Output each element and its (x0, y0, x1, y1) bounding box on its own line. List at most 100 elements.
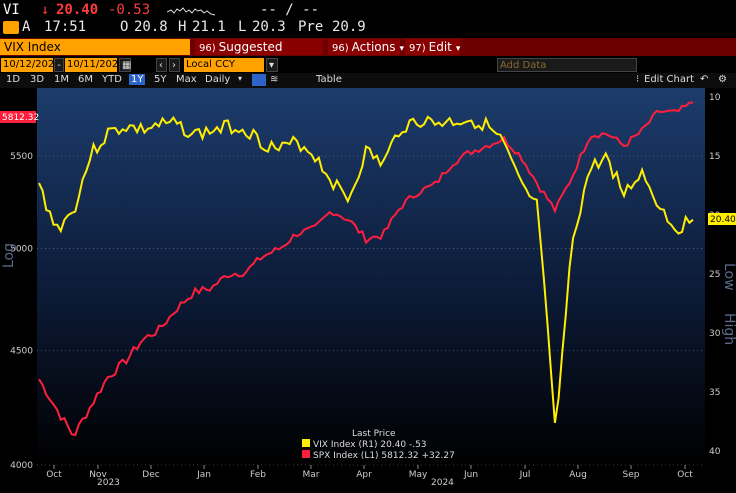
frequency-select[interactable]: Daily (205, 74, 231, 85)
row2-a: A (22, 19, 31, 35)
currency-select[interactable]: Local CCY (184, 58, 264, 72)
year-2023: 2023 (97, 478, 120, 488)
pre-label: Pre (298, 19, 324, 35)
range-dash: - (54, 58, 64, 72)
legend-spx: SPX Index (L1) 5812.32 +32.27 (313, 451, 455, 461)
high-label: H (178, 19, 187, 35)
period-1y[interactable]: 1Y (129, 74, 146, 85)
high-value: 21.1 (192, 19, 226, 35)
right-tick-label: 15 (709, 152, 720, 162)
legend-vix: VIX Index (R1) 20.40 -.53 (313, 440, 427, 450)
open-value: 20.8 (134, 19, 168, 35)
right-axis-high-label: High (721, 313, 736, 345)
x-tick-label: Feb (250, 470, 266, 480)
calendar-icon[interactable]: ▦ (119, 58, 131, 72)
vix-series-line (38, 115, 694, 423)
start-date-input[interactable]: 10/12/2023 (1, 58, 61, 72)
left-axis-label: Log (1, 243, 17, 268)
add-data-input[interactable]: Add Data (497, 58, 637, 72)
ticker-label: VI (3, 2, 20, 18)
chevron-down-icon: ▾ (399, 44, 405, 54)
right-last-value: 20.40 (710, 215, 736, 225)
period-max[interactable]: Max (176, 74, 197, 85)
quote-header: VI ↓ 20.40 -0.53 -- / -- A 17:51 O 20.8 … (0, 0, 736, 38)
left-last-value: 5812.32 (2, 113, 39, 123)
sparkline-icon (167, 7, 215, 16)
security-field[interactable]: VIX Index (0, 39, 190, 55)
pre-value: 20.9 (332, 19, 366, 35)
suggested-num: 96) (199, 43, 216, 54)
left-last-value-tag: 5812.32 (0, 111, 39, 123)
period-ytd[interactable]: YTD (102, 74, 122, 85)
x-tick-label: Sep (623, 470, 640, 480)
left-tick-label: 5000 (10, 245, 33, 255)
left-tick-label: 4000 (10, 461, 33, 471)
bid-ask-dashes: -- / -- (260, 2, 320, 18)
period-toolbar: 1D 3D 1M 6M YTD 1Y 5Y Max Daily ▾ ≋ Tabl… (0, 73, 736, 88)
table-button[interactable]: Table (316, 74, 342, 85)
legend-spx-swatch (302, 450, 310, 458)
next-period-icon[interactable]: › (169, 58, 180, 72)
x-tick-label: Jul (519, 470, 531, 480)
left-tick-label: 5500 (10, 152, 33, 162)
x-tick-label: Nov (89, 470, 107, 480)
edit-menu[interactable]: 97) Edit ▾ (405, 39, 460, 55)
currency-dropdown-icon[interactable]: ▾ (266, 58, 278, 72)
legend-title: Last Price (352, 429, 396, 439)
low-value: 20.3 (252, 19, 286, 35)
actions-menu[interactable]: 96) Actions ▾ (328, 39, 404, 55)
quote-time: 17:51 (44, 19, 87, 35)
spx-series-line (38, 101, 693, 437)
edit-label: Edit (428, 40, 452, 54)
right-tick-label: 10 (709, 93, 721, 103)
legend: Last Price VIX Index (R1) 20.40 -.53 SPX… (302, 429, 455, 461)
price-change: -0.53 (108, 2, 151, 18)
legend-vix-swatch (302, 439, 310, 447)
end-date-input[interactable]: 10/11/2024 (65, 58, 125, 72)
period-1m[interactable]: 1M (54, 74, 69, 85)
frequency-dropdown-icon[interactable]: ▾ (238, 74, 243, 83)
x-tick-label: Apr (356, 470, 372, 480)
low-label: L (238, 19, 247, 35)
actions-num: 96) (332, 43, 349, 54)
period-6m[interactable]: 6M (78, 74, 93, 85)
exchange-icon (3, 21, 19, 34)
period-3d[interactable]: 3D (30, 74, 45, 85)
right-tick-label: 30 (709, 329, 721, 339)
right-last-value-tag: 20.40 (708, 213, 736, 225)
year-2024: 2024 (431, 478, 454, 488)
settings-icon[interactable]: ⚙ (718, 74, 727, 85)
x-tick-label: Oct (46, 470, 62, 480)
suggested-charts-menu[interactable]: 96)Suggested Charts▾ (195, 39, 323, 72)
x-tick-label: Dec (142, 470, 159, 480)
x-tick-label: Jun (463, 470, 478, 480)
period-5y[interactable]: 5Y (154, 74, 167, 85)
x-tick-label: Aug (569, 470, 587, 480)
right-tick-label: 35 (709, 388, 720, 398)
right-tick-label: 40 (709, 447, 721, 457)
x-tick-label: Oct (677, 470, 693, 480)
open-label: O (120, 19, 129, 35)
line-chart-icon[interactable] (252, 74, 266, 86)
plot-area (37, 88, 705, 465)
x-tick-label: May (409, 470, 428, 480)
down-arrow-icon: ↓ (41, 2, 50, 18)
x-tick-label: Jan (196, 470, 211, 480)
edit-chart-icon[interactable]: ⁝ (636, 74, 640, 85)
date-range-bar: 10/12/2023 - 10/11/2024 ▦ ‹ › Local CCY … (0, 57, 736, 73)
last-price: 20.40 (56, 2, 99, 18)
x-tick-label: Mar (303, 470, 320, 480)
right-axis-low-label: Low (721, 263, 736, 291)
edit-chart-button[interactable]: Edit Chart (644, 74, 695, 85)
menu-bar: VIX Index 96)Suggested Charts▾ 96)Action… (0, 38, 736, 72)
chart-style-icon[interactable]: ≋ (270, 74, 279, 85)
left-tick-label: 4500 (10, 347, 33, 357)
chevron-down-icon: ▾ (455, 44, 461, 54)
undo-icon[interactable]: ↶ (700, 74, 709, 85)
edit-num: 97) (409, 43, 426, 54)
actions-label: Actions (351, 40, 396, 54)
period-1d[interactable]: 1D (6, 74, 21, 85)
prev-period-icon[interactable]: ‹ (156, 58, 167, 72)
